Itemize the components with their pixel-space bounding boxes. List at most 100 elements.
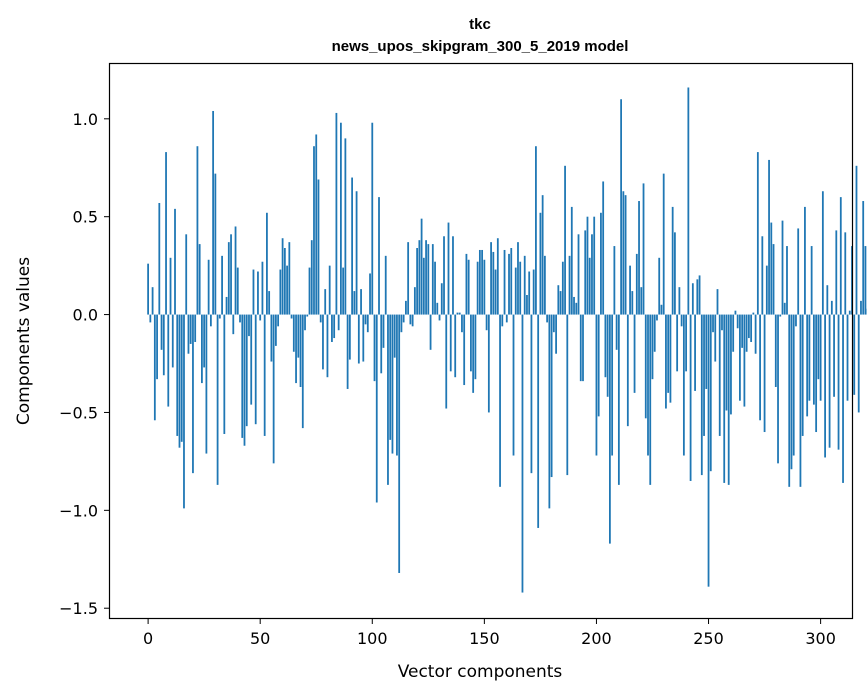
bar [299,314,302,387]
bar [396,314,398,456]
bar [292,314,295,352]
bar [270,314,273,362]
bar [609,314,611,544]
bar [400,314,403,333]
bar [700,314,703,476]
bar [602,181,605,315]
bar [526,295,528,315]
bar [591,234,593,315]
bar [635,253,638,315]
bar [474,314,477,380]
bar [405,300,407,315]
bar [266,212,268,315]
bar [860,300,862,315]
bar [227,242,230,315]
bar [254,314,257,425]
bar [384,255,387,315]
y-axis-ticks: −1.5 −1.0 −0.5 0.0 0.5 1.0 [59,110,110,618]
bar [864,246,867,315]
bar [658,257,661,315]
bar [337,314,340,331]
bar [304,314,306,331]
bar [447,222,450,315]
bar [378,197,380,315]
bar [209,314,212,327]
bar [763,314,766,433]
bar [438,314,441,321]
bar [680,314,683,327]
bar [754,314,757,354]
y-tick-label: −1.5 [59,599,98,618]
bar [149,314,152,323]
bar [790,314,793,470]
bar [160,314,163,350]
bar [772,244,775,315]
bar [718,314,721,436]
bar [340,122,342,315]
bar [846,314,849,401]
bar [281,238,284,315]
bar [310,240,313,315]
bar [779,314,782,317]
bar [797,228,800,315]
bar [514,267,517,315]
bar [369,273,371,315]
bar [501,314,504,327]
bar [180,314,183,442]
y-axis-label: Components values [14,257,34,425]
bar [783,302,786,315]
bar [727,314,730,485]
bar [839,197,842,315]
bar [694,314,696,391]
bar [481,249,484,315]
bar [463,314,466,386]
bar [445,314,448,409]
bar [765,265,768,315]
bar [257,271,259,315]
bar [308,267,311,315]
bar [606,314,609,397]
bar [416,248,419,315]
bar [593,216,596,315]
bar [707,314,710,587]
bar [640,287,643,315]
bar [147,263,149,315]
bar [568,255,571,315]
bar [629,265,631,315]
bar [774,314,777,387]
bar [431,244,434,315]
bar [682,314,685,456]
bar [418,240,421,315]
bar [812,314,815,405]
chart-subtitle: news_upos_skipgram_300_5_2019 model [332,38,629,55]
bar [620,99,622,315]
bar [647,314,649,456]
bar [770,222,773,315]
bar [158,202,161,315]
bar [344,138,347,315]
x-tick-label: 0 [143,629,153,648]
bar [232,314,235,335]
bar [234,226,237,315]
bar [815,314,818,433]
plot-frame [108,62,854,620]
bar [454,314,457,378]
bar [624,195,627,315]
bar [550,314,553,478]
bar [853,314,856,395]
bar [241,314,244,438]
bar [687,87,690,315]
bar [723,314,726,483]
bar [174,208,176,315]
bar [689,314,692,481]
bar [817,314,820,380]
bar [532,269,535,315]
bar [806,314,809,417]
bar [203,314,206,368]
bar [348,314,351,360]
bar [528,271,531,315]
bar [730,314,732,415]
bar [169,257,172,315]
x-tick-label: 250 [693,629,724,648]
bar [322,314,324,370]
